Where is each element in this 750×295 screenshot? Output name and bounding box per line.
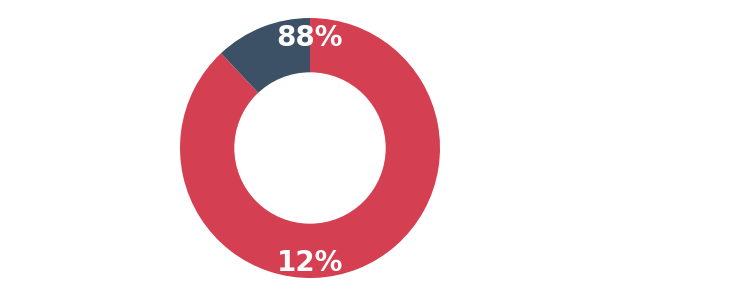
Text: 88%: 88% bbox=[277, 24, 344, 52]
Wedge shape bbox=[221, 18, 310, 148]
Text: 12%: 12% bbox=[277, 249, 344, 277]
Circle shape bbox=[235, 73, 385, 223]
Wedge shape bbox=[180, 18, 440, 278]
